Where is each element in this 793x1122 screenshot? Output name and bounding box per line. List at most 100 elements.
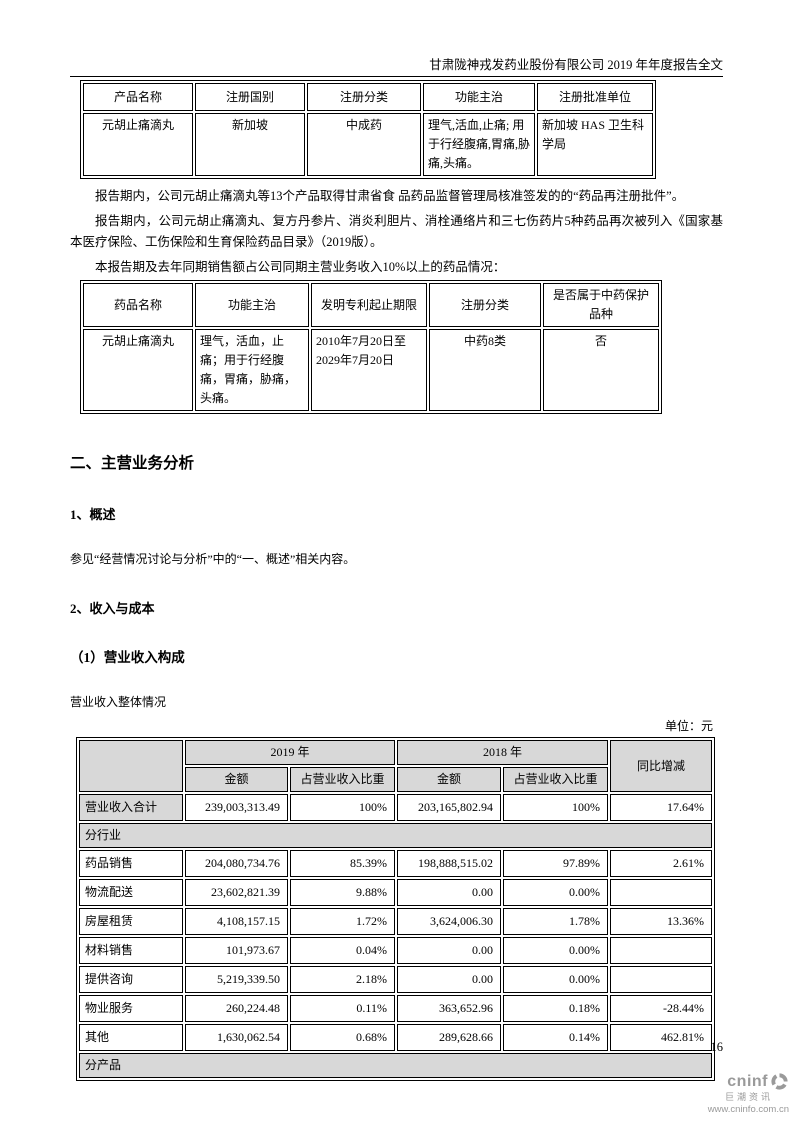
authority-cell: 新加坡 HAS 卫生科学局: [537, 113, 653, 176]
row-label: 提供咨询: [79, 966, 183, 993]
header-cell: 注册批准单位: [537, 83, 653, 111]
unit-label: 单位：元: [664, 719, 713, 733]
header-cell: 功能主治: [195, 283, 309, 327]
section-heading-overview: 1、概述: [70, 507, 116, 522]
amount-2019: 239,003,313.49: [184, 794, 288, 821]
amount-2018: 198,888,515.02: [396, 850, 501, 877]
cninfo-url: www.cninfo.com.cn: [707, 1104, 789, 1115]
row-label: 材料销售: [79, 937, 183, 964]
amount-2019: 4,108,157.15: [184, 908, 288, 935]
country-cell: 新加坡: [195, 113, 305, 176]
product-name-cell: 元胡止痛滴丸: [83, 113, 193, 176]
pct-2019: 1.72%: [289, 908, 395, 935]
table-row: 房屋租赁 4,108,157.15 1.72% 3,624,006.30 1.7…: [79, 908, 712, 935]
pct-2019: 0.04%: [289, 937, 395, 964]
page-header-title: 甘肃陇神戎发药业股份有限公司 2019 年年度报告全文: [70, 54, 723, 77]
yoy-value: 462.81%: [610, 1024, 712, 1051]
revenue-overall-label: 营业收入整体情况: [70, 695, 167, 709]
amount-2018: 0.00: [396, 879, 501, 906]
paragraph-catalog: 报告期内，公司元胡止痛滴丸、复方丹参片、消炎利胆片、消栓通络片和三七伤药片5种药…: [70, 214, 723, 249]
protected-cell: 否: [543, 329, 659, 411]
table-row-total: 营业收入合计 239,003,313.49 100% 203,165,802.9…: [79, 794, 712, 821]
pct-2018: 0.00%: [502, 966, 608, 993]
header-cell: 注册分类: [307, 83, 421, 111]
empty-corner-cell: [79, 740, 183, 792]
table-header-row: 药品名称 功能主治 发明专利起止期限 注册分类 是否属于中药保护品种: [83, 283, 659, 327]
header-cell: 产品名称: [83, 83, 193, 111]
pct-2018: 0.18%: [502, 995, 608, 1022]
paragraph-drug-intro: 本报告期及去年同期销售额占公司同期主营业务收入10%以上的药品情况：: [95, 260, 506, 274]
cninfo-subtitle: 巨潮资讯: [724, 1092, 773, 1102]
table-header-row: 产品名称 注册国别 注册分类 功能主治 注册批准单位: [83, 83, 653, 111]
yoy-value: -28.44%: [610, 995, 712, 1022]
table-row: 药品销售 204,080,734.76 85.39% 198,888,515.0…: [79, 850, 712, 877]
pct-header: 占营业收入比重: [289, 767, 395, 792]
amount-2019: 23,602,821.39: [184, 879, 288, 906]
drug-name-cell: 元胡止痛滴丸: [83, 329, 193, 411]
pct-2019: 0.11%: [289, 995, 395, 1022]
yoy-value: [610, 937, 712, 964]
table-row: 提供咨询 5,219,339.50 2.18% 0.00 0.00%: [79, 966, 712, 993]
amount-2018: 0.00: [396, 937, 501, 964]
amount-2019: 5,219,339.50: [184, 966, 288, 993]
row-label: 营业收入合计: [79, 794, 183, 821]
section-label: 分行业: [79, 823, 712, 848]
revenue-composition-table: 2019 年 2018 年 同比增减 金额 占营业收入比重 金额 占营业收入比重…: [76, 737, 715, 1081]
header-cell: 注册国别: [195, 83, 305, 111]
pct-2019: 9.88%: [289, 879, 395, 906]
table-row: 物业服务 260,224.48 0.11% 363,652.96 0.18% -…: [79, 995, 712, 1022]
table-row: 元胡止痛滴丸 理气，活血，止痛；用于行经腹痛，胃痛，胁痛，头痛。 2010年7月…: [83, 329, 659, 411]
paragraph-reregistration: 报告期内，公司元胡止痛滴丸等13个产品取得甘肃省食 品药品监督管理局核准签发的的…: [95, 189, 685, 203]
page-content: 产品名称 注册国别 注册分类 功能主治 注册批准单位 元胡止痛滴丸 新加坡 中成…: [70, 80, 723, 1081]
indication-cell: 理气，活血，止痛；用于行经腹痛，胃痛，胁痛，头痛。: [195, 329, 309, 411]
category-cell: 中成药: [307, 113, 421, 176]
pct-2019: 85.39%: [289, 850, 395, 877]
table-subheader-row: 金额 占营业收入比重 金额 占营业收入比重: [79, 767, 712, 792]
pct-2018: 0.14%: [502, 1024, 608, 1051]
section-label: 分产品: [79, 1053, 712, 1078]
amount-2019: 260,224.48: [184, 995, 288, 1022]
yoy-header: 同比增减: [610, 740, 712, 792]
category-cell: 中药8类: [429, 329, 541, 411]
section-row-product: 分产品: [79, 1053, 712, 1078]
pct-2019: 0.68%: [289, 1024, 395, 1051]
pct-header: 占营业收入比重: [502, 767, 608, 792]
amount-header: 金额: [396, 767, 501, 792]
amount-2018: 289,628.66: [396, 1024, 501, 1051]
header-cell: 功能主治: [423, 83, 535, 111]
yoy-value: [610, 879, 712, 906]
table-row: 元胡止痛滴丸 新加坡 中成药 理气,活血,止痛; 用于行经腹痛,胃痛,胁痛,头痛…: [83, 113, 653, 176]
pct-2018: 0.00%: [502, 937, 608, 964]
section-row-industry: 分行业: [79, 823, 712, 848]
row-label: 其他: [79, 1024, 183, 1051]
section-heading-revenue-composition: （1）营业收入构成: [70, 650, 185, 665]
yoy-value: [610, 966, 712, 993]
amount-2019: 1,630,062.54: [184, 1024, 288, 1051]
pct-2018: 0.00%: [502, 879, 608, 906]
yoy-value: 13.36%: [610, 908, 712, 935]
table-row: 材料销售 101,973.67 0.04% 0.00 0.00%: [79, 937, 712, 964]
section-heading-revenue-cost: 2、收入与成本: [70, 601, 155, 616]
overview-reference-text: 参见“经营情况讨论与分析”中的“一、概述”相关内容。: [70, 552, 356, 566]
header-cell: 是否属于中药保护品种: [543, 283, 659, 327]
pct-2018: 100%: [502, 794, 608, 821]
indication-cell: 理气,活血,止痛; 用于行经腹痛,胃痛,胁痛,头痛。: [423, 113, 535, 176]
amount-2018: 363,652.96: [396, 995, 501, 1022]
amount-2019: 204,080,734.76: [184, 850, 288, 877]
table-header-row: 2019 年 2018 年 同比增减: [79, 740, 712, 792]
amount-2018: 0.00: [396, 966, 501, 993]
row-label: 药品销售: [79, 850, 183, 877]
table-row: 物流配送 23,602,821.39 9.88% 0.00 0.00%: [79, 879, 712, 906]
row-label: 物流配送: [79, 879, 183, 906]
section-heading-main-business: 二、主营业务分析: [70, 455, 195, 472]
pct-2018: 97.89%: [502, 850, 608, 877]
cninfo-brand-text: cninf: [727, 1072, 768, 1090]
cninfo-swirl-icon: [770, 1072, 789, 1091]
page-number: 16: [710, 1040, 724, 1054]
yoy-value: 2.61%: [610, 850, 712, 877]
amount-header: 金额: [184, 767, 288, 792]
header-cell: 注册分类: [429, 283, 541, 327]
patent-period-cell: 2010年7月20日至2029年7月20日: [311, 329, 427, 411]
pct-2019: 2.18%: [289, 966, 395, 993]
